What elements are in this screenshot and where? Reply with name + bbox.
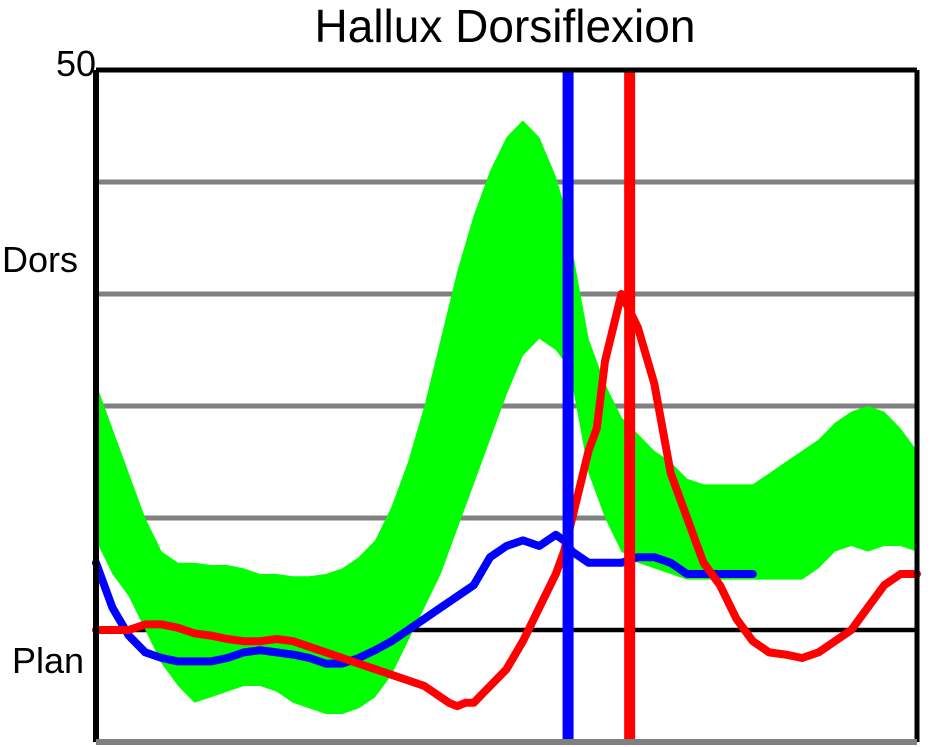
series-line-blue (92, 530, 757, 668)
dors-region-label: Dors (2, 239, 78, 280)
normal-range-band (96, 120, 917, 714)
plan-region-label: Plan (12, 640, 84, 681)
normal-band (96, 120, 917, 714)
plot-frame (93, 67, 920, 745)
y-top-tick-label: 50 (56, 43, 96, 84)
series-line-red (92, 290, 921, 711)
series-lines (92, 290, 921, 711)
chart-title: Hallux Dorsiflexion (315, 0, 696, 52)
vertical-markers (562, 70, 636, 742)
